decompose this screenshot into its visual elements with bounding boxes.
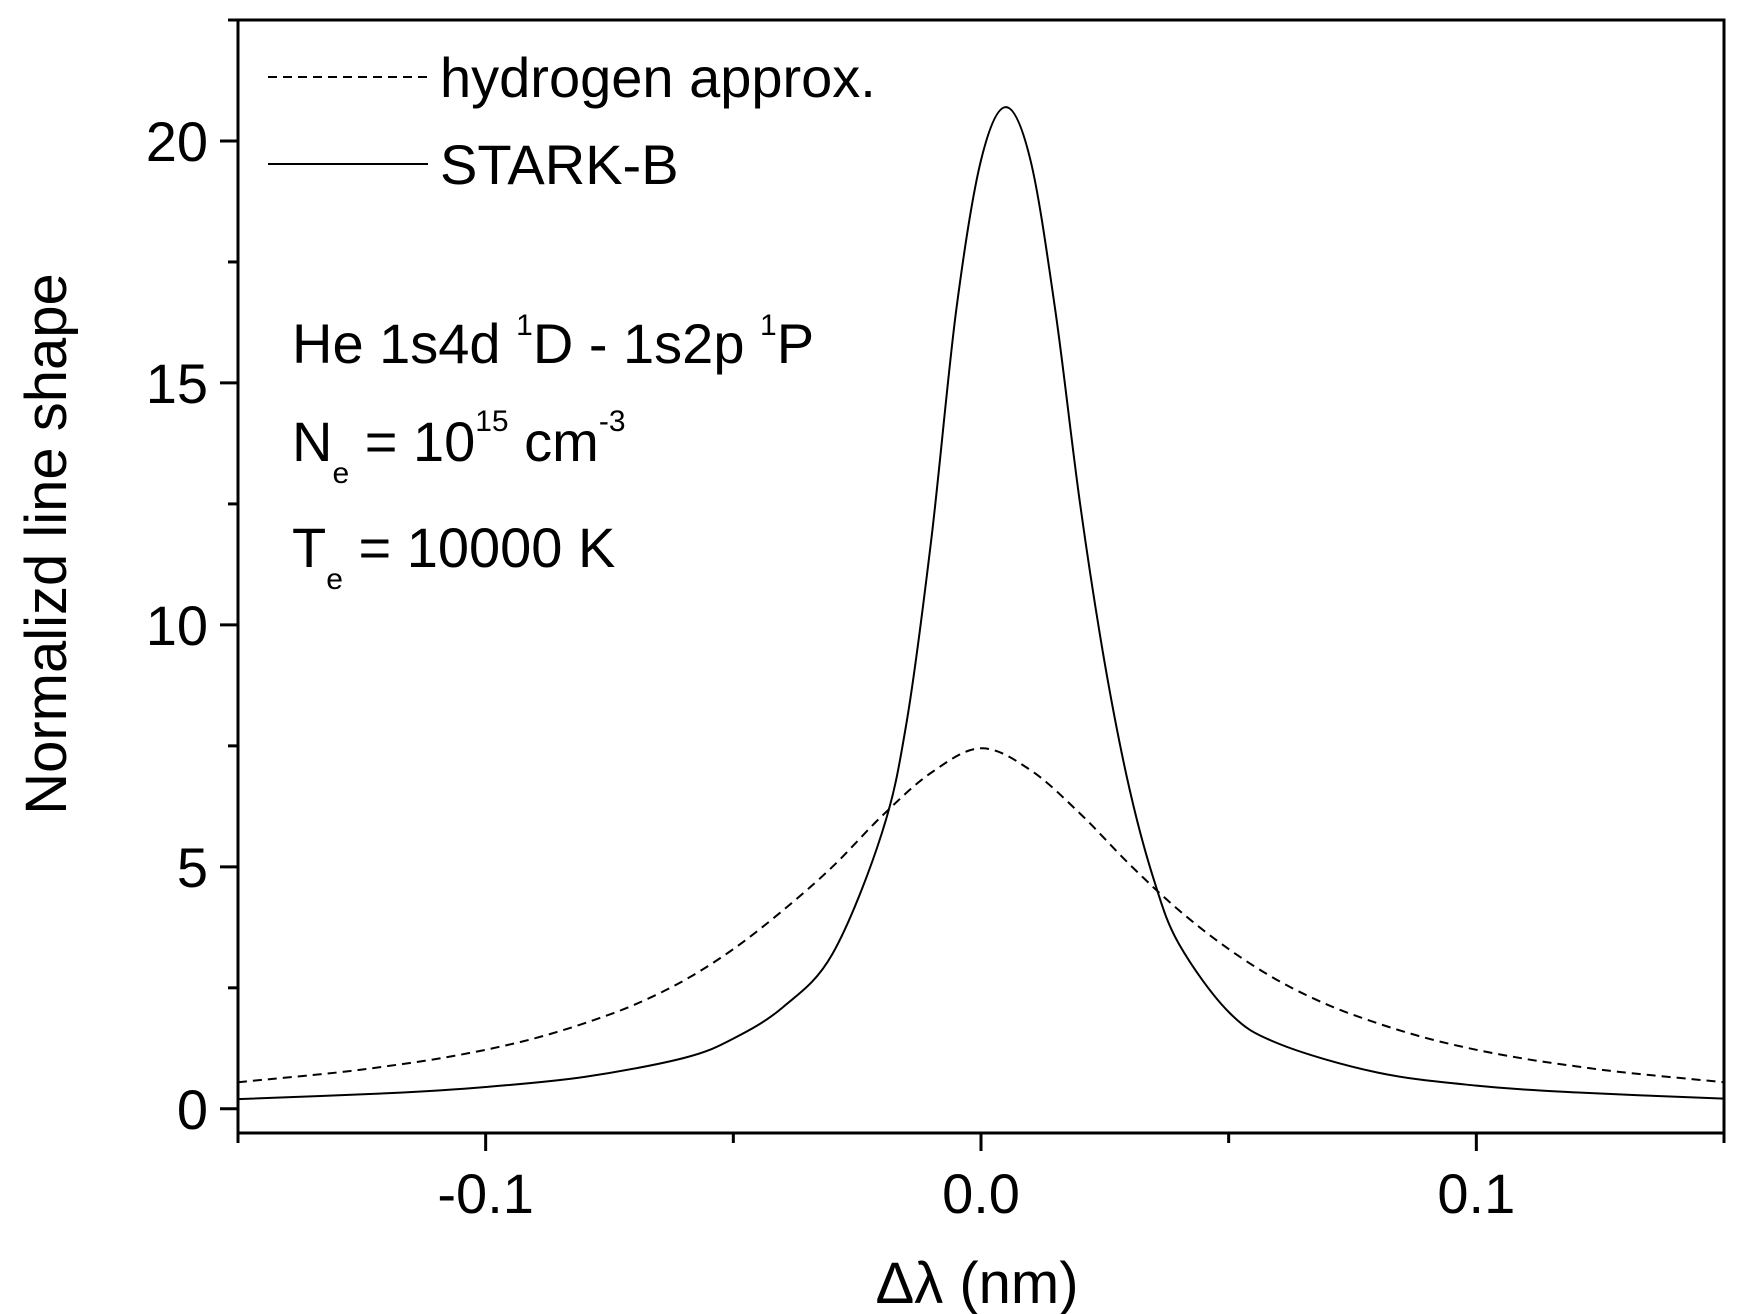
anno3-end: = 10000 K (343, 516, 615, 579)
anno2-end: cm (509, 410, 599, 473)
annotation-temperature: Te = 10000 K (292, 516, 615, 596)
y-tick-label: 15 (146, 352, 208, 415)
annotation-transition: He 1s4d 1D - 1s2p 1P (292, 309, 814, 375)
x-tick-label: 0.1 (1437, 1162, 1515, 1225)
anno1-sup2: 1 (760, 309, 777, 342)
anno2-main: N (292, 410, 332, 473)
anno2-sub: e (332, 457, 349, 490)
legend-label-stark-b: STARK-B (440, 133, 679, 196)
x-axis-title: Δλ (nm) (875, 1251, 1078, 1314)
anno3-main: T (292, 516, 326, 579)
anno3-sub: e (326, 563, 343, 596)
anno2-sup2: -3 (599, 405, 626, 438)
y-tick-label: 0 (177, 1078, 208, 1141)
annotation-density: Ne = 1015 cm-3 (292, 405, 626, 490)
y-tick-label: 10 (146, 594, 208, 657)
annotation-block: He 1s4d 1D - 1s2p 1P Ne = 1015 cm-3 Te =… (292, 309, 814, 596)
plot-layer (237, 106, 1725, 1101)
series-line-hydrogen-approx (237, 747, 1725, 1084)
anno2-sup: 15 (475, 405, 508, 438)
y-axis-title: Normalizd line shape (14, 273, 79, 815)
legend-label-hydrogen: hydrogen approx. (440, 46, 876, 109)
legend: hydrogen approx. STARK-B (268, 46, 876, 196)
anno1-mid: D - 1s2p (533, 312, 760, 375)
anno2-mid: = 10 (349, 410, 475, 473)
x-tick-label: -0.1 (437, 1162, 534, 1225)
series-line-stark-b (237, 106, 1725, 1101)
y-tick-label: 20 (146, 110, 208, 173)
y-tick-label: 5 (177, 836, 208, 899)
x-tick-label: 0.0 (942, 1162, 1020, 1225)
anno1-sup1: 1 (516, 309, 533, 342)
anno1-main: He 1s4d (292, 312, 516, 375)
anno1-end: P (777, 312, 814, 375)
axes-layer: -0.1 0.0 0.1 0 5 10 15 20 (146, 18, 1726, 1225)
